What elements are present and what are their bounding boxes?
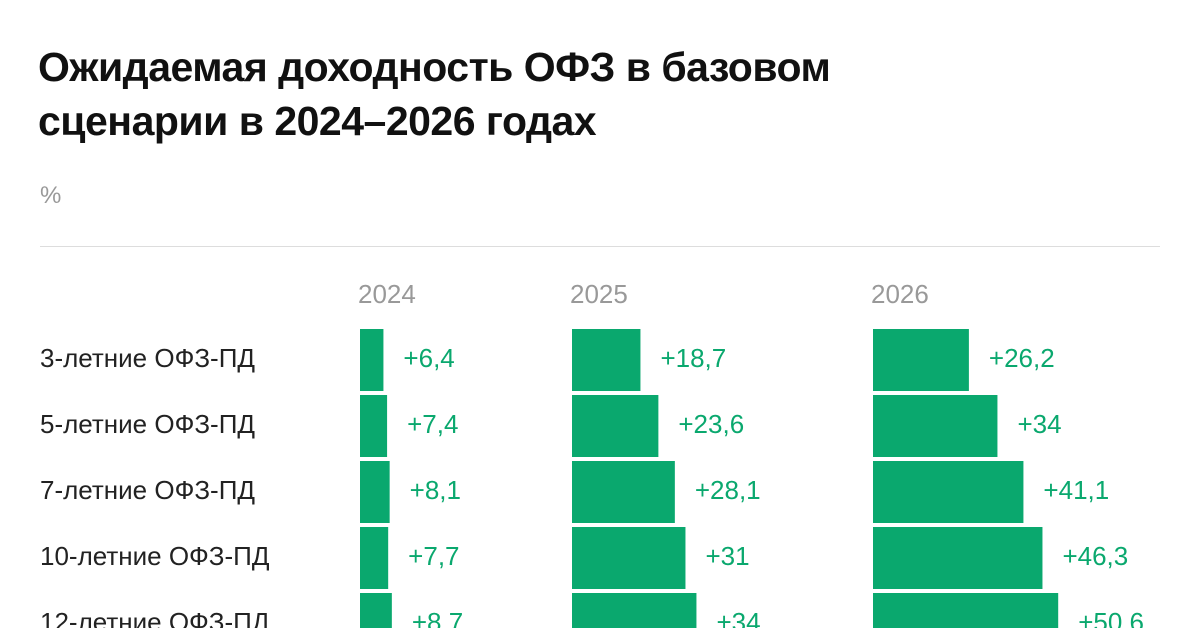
divider	[40, 246, 1160, 247]
value-label: +8,7	[412, 607, 463, 628]
category-label: 7-летние ОФЗ-ПД	[40, 475, 255, 505]
category-label: 5-летние ОФЗ-ПД	[40, 409, 255, 439]
bar	[360, 395, 388, 457]
bar	[873, 461, 1024, 523]
value-label: +7,7	[408, 541, 459, 571]
category-label: 10-летние ОФЗ-ПД	[40, 541, 270, 571]
bar	[572, 329, 641, 391]
bar	[360, 527, 389, 589]
value-label: +6,4	[403, 343, 454, 373]
value-label: +46,3	[1062, 541, 1128, 571]
value-label: +7,4	[407, 409, 458, 439]
chart-title: Ожидаемая доходность ОФЗ в базовом сцена…	[38, 44, 831, 144]
value-label: +41,1	[1043, 475, 1109, 505]
panel-header: 2026	[871, 279, 929, 309]
value-label: +34	[716, 607, 760, 628]
bar	[572, 395, 659, 457]
value-label: +26,2	[989, 343, 1055, 373]
bar	[873, 329, 969, 391]
bar	[360, 593, 392, 628]
value-label: +34	[1017, 409, 1061, 439]
value-label: +28,1	[695, 475, 761, 505]
value-label: +8,1	[410, 475, 461, 505]
bar	[360, 461, 390, 523]
category-label: 3-летние ОФЗ-ПД	[40, 343, 255, 373]
bar	[873, 395, 998, 457]
panel-header: 2025	[570, 279, 628, 309]
bar	[873, 593, 1059, 628]
value-label: +50,6	[1078, 607, 1144, 628]
bar	[360, 329, 384, 391]
bar	[572, 527, 686, 589]
panel-header: 2024	[358, 279, 416, 309]
value-label: +31	[705, 541, 749, 571]
value-label: +18,7	[660, 343, 726, 373]
bar	[572, 461, 675, 523]
unit-label: %	[40, 182, 62, 209]
bar	[873, 527, 1043, 589]
bar	[572, 593, 697, 628]
value-label: +23,6	[678, 409, 744, 439]
category-label: 12-летние ОФЗ-ПД	[40, 607, 270, 628]
